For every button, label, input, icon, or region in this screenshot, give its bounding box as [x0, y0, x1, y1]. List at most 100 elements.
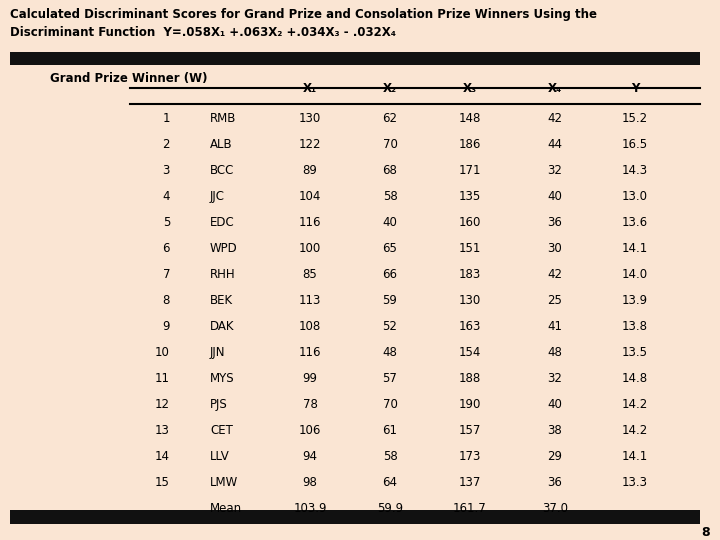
- Text: 58: 58: [382, 450, 397, 463]
- Text: EDC: EDC: [210, 216, 235, 229]
- Text: 29: 29: [547, 450, 562, 463]
- Text: 61: 61: [382, 424, 397, 437]
- Text: Mean: Mean: [210, 502, 242, 515]
- Text: 48: 48: [548, 346, 562, 359]
- Text: 62: 62: [382, 112, 397, 125]
- Text: 171: 171: [459, 164, 481, 177]
- Text: 12: 12: [155, 398, 170, 411]
- Text: 57: 57: [382, 372, 397, 385]
- Text: X₁: X₁: [303, 82, 317, 95]
- Text: 163: 163: [459, 320, 481, 333]
- Text: X₂: X₂: [383, 82, 397, 95]
- Text: JJC: JJC: [210, 190, 225, 203]
- Text: 13.5: 13.5: [622, 346, 648, 359]
- Text: 137: 137: [459, 476, 481, 489]
- Text: 36: 36: [548, 216, 562, 229]
- Text: 122: 122: [299, 138, 321, 151]
- Text: 2: 2: [163, 138, 170, 151]
- Text: 4: 4: [163, 190, 170, 203]
- Text: 130: 130: [299, 112, 321, 125]
- Text: 44: 44: [547, 138, 562, 151]
- Text: 65: 65: [382, 242, 397, 255]
- Text: 58: 58: [382, 190, 397, 203]
- Text: 148: 148: [459, 112, 481, 125]
- Text: 15.2: 15.2: [622, 112, 648, 125]
- Text: LMW: LMW: [210, 476, 238, 489]
- Text: 108: 108: [299, 320, 321, 333]
- Text: 14.1: 14.1: [622, 242, 648, 255]
- Text: X₃: X₃: [463, 82, 477, 95]
- Text: 6: 6: [163, 242, 170, 255]
- Text: 40: 40: [548, 190, 562, 203]
- Text: WPD: WPD: [210, 242, 238, 255]
- Text: 30: 30: [548, 242, 562, 255]
- Text: 130: 130: [459, 294, 481, 307]
- Text: 14.2: 14.2: [622, 424, 648, 437]
- Text: 36: 36: [548, 476, 562, 489]
- Text: 99: 99: [302, 372, 318, 385]
- Text: 66: 66: [382, 268, 397, 281]
- Text: 13.0: 13.0: [622, 190, 648, 203]
- Text: 40: 40: [382, 216, 397, 229]
- Text: 113: 113: [299, 294, 321, 307]
- Text: 8: 8: [701, 526, 710, 539]
- Text: X₄: X₄: [548, 82, 562, 95]
- Text: 52: 52: [382, 320, 397, 333]
- Text: 13.8: 13.8: [622, 320, 648, 333]
- Text: 41: 41: [547, 320, 562, 333]
- Text: Grand Prize Winner (W): Grand Prize Winner (W): [50, 72, 207, 85]
- Text: BEK: BEK: [210, 294, 233, 307]
- Text: RMB: RMB: [210, 112, 236, 125]
- Text: 104: 104: [299, 190, 321, 203]
- Text: MYS: MYS: [210, 372, 235, 385]
- Text: 10: 10: [155, 346, 170, 359]
- Text: 1: 1: [163, 112, 170, 125]
- Text: 103.9: 103.9: [293, 502, 327, 515]
- Text: 151: 151: [459, 242, 481, 255]
- Text: 157: 157: [459, 424, 481, 437]
- Text: 14.2: 14.2: [622, 398, 648, 411]
- Text: 135: 135: [459, 190, 481, 203]
- Text: 161.7: 161.7: [453, 502, 487, 515]
- Text: 68: 68: [382, 164, 397, 177]
- Text: 64: 64: [382, 476, 397, 489]
- Text: 11: 11: [155, 372, 170, 385]
- Text: 59: 59: [382, 294, 397, 307]
- Text: 8: 8: [163, 294, 170, 307]
- Text: 116: 116: [299, 346, 321, 359]
- Text: 14.3: 14.3: [622, 164, 648, 177]
- Text: Calculated Discriminant Scores for Grand Prize and Consolation Prize Winners Usi: Calculated Discriminant Scores for Grand…: [10, 8, 597, 21]
- Text: 38: 38: [548, 424, 562, 437]
- Text: 5: 5: [163, 216, 170, 229]
- Text: 15: 15: [155, 476, 170, 489]
- Text: 14.1: 14.1: [622, 450, 648, 463]
- Text: 13: 13: [155, 424, 170, 437]
- Text: 78: 78: [302, 398, 318, 411]
- Text: BCC: BCC: [210, 164, 235, 177]
- Text: 7: 7: [163, 268, 170, 281]
- Text: 3: 3: [163, 164, 170, 177]
- Text: CET: CET: [210, 424, 233, 437]
- Text: 14.0: 14.0: [622, 268, 648, 281]
- Text: Y: Y: [631, 82, 639, 95]
- Text: 186: 186: [459, 138, 481, 151]
- Text: 173: 173: [459, 450, 481, 463]
- Text: 154: 154: [459, 346, 481, 359]
- Text: 13.9: 13.9: [622, 294, 648, 307]
- Text: 14.8: 14.8: [622, 372, 648, 385]
- Text: 183: 183: [459, 268, 481, 281]
- Text: 116: 116: [299, 216, 321, 229]
- Text: 48: 48: [382, 346, 397, 359]
- Text: 42: 42: [547, 268, 562, 281]
- Text: 190: 190: [459, 398, 481, 411]
- Text: 85: 85: [302, 268, 318, 281]
- Text: 160: 160: [459, 216, 481, 229]
- Text: JJN: JJN: [210, 346, 225, 359]
- Text: 106: 106: [299, 424, 321, 437]
- Text: 13.3: 13.3: [622, 476, 648, 489]
- Text: 32: 32: [548, 372, 562, 385]
- Text: 98: 98: [302, 476, 318, 489]
- Text: 94: 94: [302, 450, 318, 463]
- Text: 9: 9: [163, 320, 170, 333]
- Text: DAK: DAK: [210, 320, 235, 333]
